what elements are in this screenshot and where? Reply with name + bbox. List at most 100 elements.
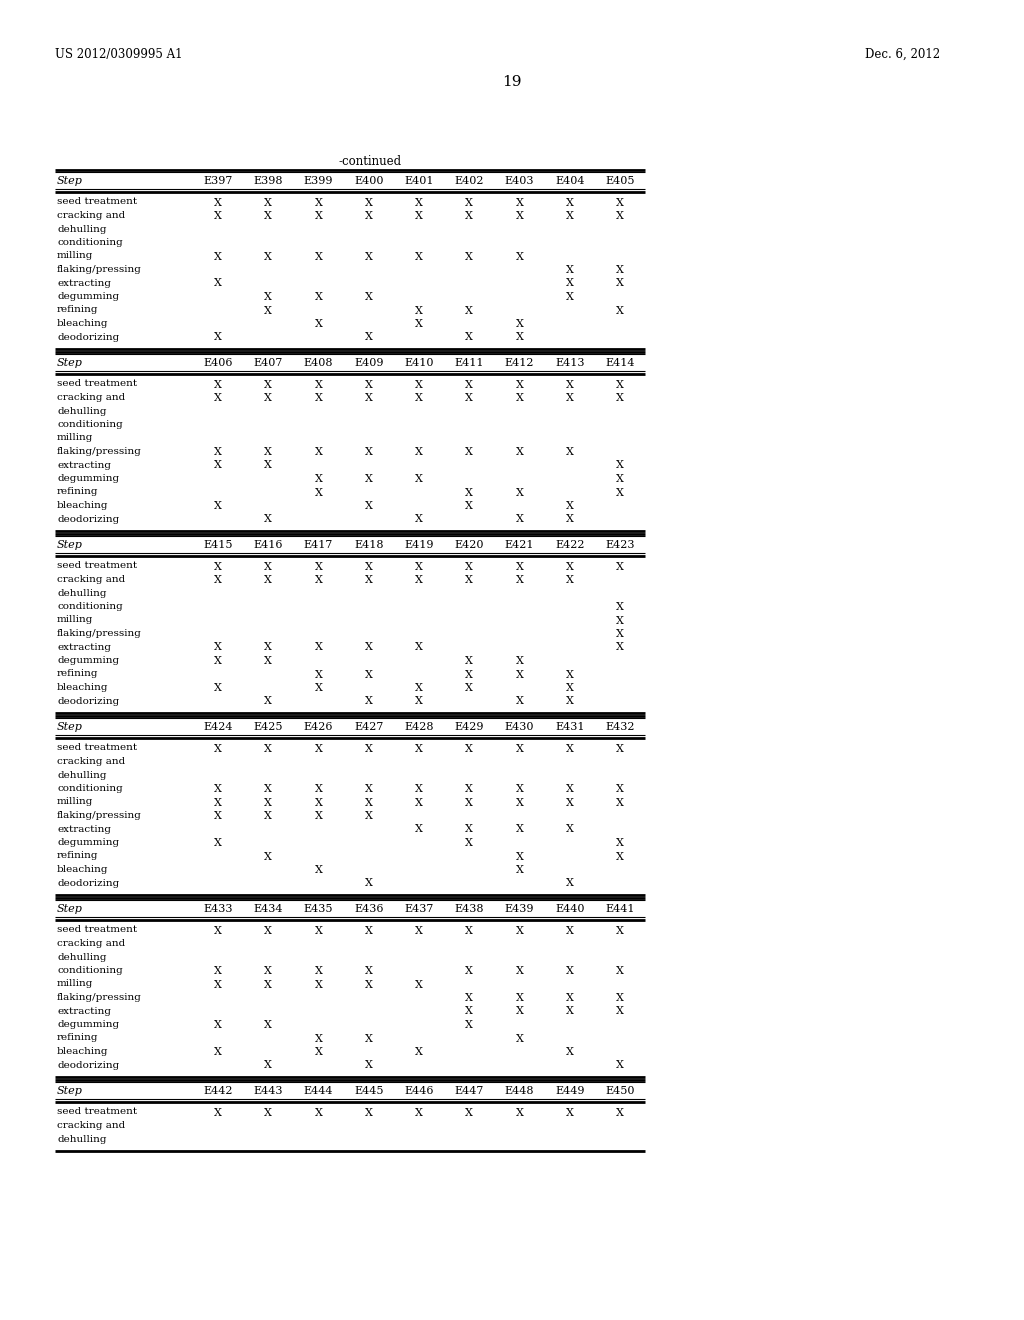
Text: deodorizing: deodorizing (57, 333, 119, 342)
Text: X: X (314, 643, 323, 652)
Text: E411: E411 (455, 358, 484, 368)
Text: E416: E416 (254, 540, 283, 550)
Text: X: X (314, 380, 323, 389)
Text: X: X (264, 211, 272, 220)
Text: X: X (314, 252, 323, 261)
Text: E400: E400 (354, 176, 384, 186)
Text: X: X (314, 797, 323, 808)
Text: cracking and: cracking and (57, 576, 125, 583)
Text: Step: Step (57, 904, 83, 913)
Text: X: X (565, 1107, 573, 1118)
Text: X: X (365, 292, 373, 302)
Text: cracking and: cracking and (57, 393, 125, 403)
Text: E412: E412 (505, 358, 535, 368)
Text: X: X (365, 502, 373, 511)
Text: X: X (515, 825, 523, 834)
Text: X: X (565, 198, 573, 207)
Text: E414: E414 (605, 358, 635, 368)
Text: X: X (616, 1006, 624, 1016)
Text: X: X (415, 682, 423, 693)
Text: X: X (565, 925, 573, 936)
Text: X: X (264, 810, 272, 821)
Text: X: X (214, 502, 222, 511)
Text: X: X (365, 810, 373, 821)
Text: dehulling: dehulling (57, 224, 106, 234)
Text: E405: E405 (605, 176, 635, 186)
Text: milling: milling (57, 979, 93, 989)
Text: X: X (314, 925, 323, 936)
Text: E399: E399 (304, 176, 333, 186)
Text: X: X (214, 561, 222, 572)
Text: X: X (314, 682, 323, 693)
Text: E446: E446 (404, 1086, 434, 1096)
Text: E401: E401 (404, 176, 434, 186)
Text: X: X (565, 1006, 573, 1016)
Text: X: X (264, 461, 272, 470)
Text: X: X (515, 561, 523, 572)
Text: X: X (515, 1034, 523, 1044)
Text: X: X (515, 797, 523, 808)
Text: X: X (465, 487, 473, 498)
Text: X: X (264, 305, 272, 315)
Text: X: X (616, 784, 624, 795)
Text: X: X (365, 797, 373, 808)
Text: X: X (465, 838, 473, 847)
Text: degumming: degumming (57, 1020, 119, 1030)
Text: X: X (465, 993, 473, 1003)
Text: bleaching: bleaching (57, 319, 109, 327)
Text: X: X (314, 198, 323, 207)
Text: X: X (465, 561, 473, 572)
Text: dehulling: dehulling (57, 771, 106, 780)
Text: X: X (565, 669, 573, 680)
Text: X: X (214, 576, 222, 585)
Text: X: X (264, 292, 272, 302)
Text: X: X (616, 1060, 624, 1071)
Text: X: X (616, 925, 624, 936)
Text: X: X (264, 656, 272, 667)
Text: X: X (264, 515, 272, 524)
Text: X: X (365, 669, 373, 680)
Text: X: X (264, 561, 272, 572)
Text: X: X (365, 966, 373, 975)
Text: E443: E443 (254, 1086, 283, 1096)
Text: X: X (565, 784, 573, 795)
Text: conditioning: conditioning (57, 238, 123, 247)
Text: milling: milling (57, 433, 93, 442)
Text: X: X (214, 925, 222, 936)
Text: Step: Step (57, 358, 83, 368)
Text: E434: E434 (254, 904, 283, 913)
Text: E438: E438 (455, 904, 484, 913)
Text: X: X (515, 656, 523, 667)
Text: extracting: extracting (57, 279, 111, 288)
Text: X: X (515, 966, 523, 975)
Text: X: X (365, 1034, 373, 1044)
Text: X: X (616, 966, 624, 975)
Text: X: X (465, 211, 473, 220)
Text: X: X (365, 474, 373, 484)
Text: cracking and: cracking and (57, 1121, 125, 1130)
Text: E406: E406 (204, 358, 232, 368)
Text: X: X (616, 393, 624, 403)
Text: X: X (565, 380, 573, 389)
Text: refining: refining (57, 487, 98, 496)
Text: E408: E408 (304, 358, 333, 368)
Text: E397: E397 (204, 176, 232, 186)
Text: bleaching: bleaching (57, 865, 109, 874)
Text: X: X (465, 198, 473, 207)
Text: seed treatment: seed treatment (57, 743, 137, 752)
Text: X: X (565, 682, 573, 693)
Text: flaking/pressing: flaking/pressing (57, 810, 142, 820)
Text: conditioning: conditioning (57, 784, 123, 793)
Text: conditioning: conditioning (57, 420, 123, 429)
Text: X: X (365, 380, 373, 389)
Text: X: X (515, 697, 523, 706)
Text: seed treatment: seed treatment (57, 380, 137, 388)
Text: flaking/pressing: flaking/pressing (57, 993, 142, 1002)
Text: E431: E431 (555, 722, 585, 733)
Text: X: X (565, 966, 573, 975)
Text: X: X (415, 1047, 423, 1057)
Text: E442: E442 (204, 1086, 232, 1096)
Text: X: X (465, 1107, 473, 1118)
Text: X: X (365, 879, 373, 888)
Text: X: X (365, 697, 373, 706)
